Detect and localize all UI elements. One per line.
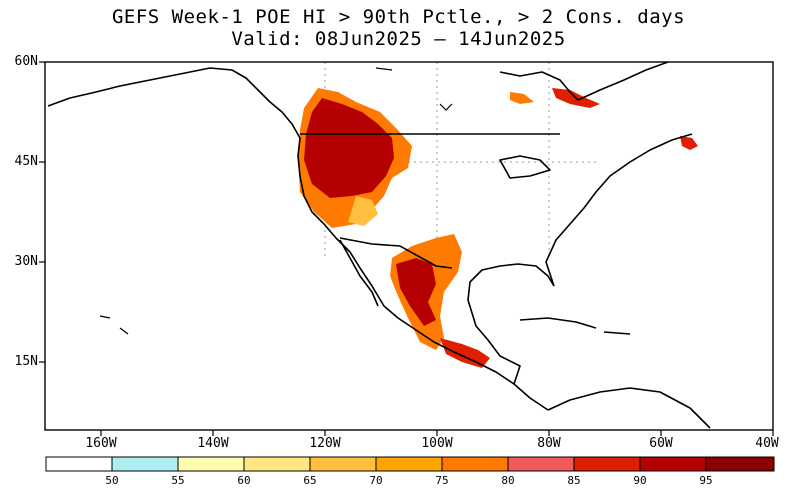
colorbar-label: 60 [237,474,251,487]
heat-region-mexico-south [440,338,490,368]
map-frame [44,61,774,431]
colorbar-label: 85 [567,474,581,487]
colorbar-label: 95 [699,474,713,487]
colorbar-swatch [177,456,245,472]
colorbar-swatch [441,456,509,472]
colorbar-label: 90 [633,474,647,487]
south-america-coast [547,387,711,429]
heat-region-northwest-core [304,98,394,198]
colorbar-swatch [573,456,641,472]
lon-label-120w: 120W [309,436,341,451]
map-title-line1: GEFS Week-1 POE HI > 90th Pctle., > 2 Co… [111,6,686,28]
heat-region-newfoundland [680,136,698,150]
lon-label-80w: 80W [537,436,561,451]
us-mexico-border [339,237,453,269]
small-islands [99,67,453,335]
axis-ticks [39,61,774,436]
map-title-line2: Valid: 08Jun2025 – 14Jun2025 [231,28,566,50]
east-coast [545,133,693,287]
lat-label-60n: 60N [14,54,38,69]
cuba [519,317,597,329]
colorbar-label: 55 [171,474,185,487]
colorbar [45,456,775,472]
heat-regions [298,88,698,368]
colorbar-swatch [705,456,775,472]
lon-label-40w: 40W [755,436,779,451]
lat-label-30n: 30N [14,254,38,269]
colorbar-label: 50 [105,474,119,487]
colorbar-label: 70 [369,474,383,487]
colorbar-swatch [375,456,443,472]
colorbar-swatch [45,456,113,472]
lon-label-140w: 140W [197,436,229,451]
heat-region-northwest-fringe [348,196,378,226]
baja-peninsula [339,239,379,307]
labrador-coast [577,62,669,101]
colorbar-swatch [243,456,311,472]
lon-label-160w: 160W [85,436,117,451]
pacific-coast [281,111,549,411]
lon-label-60w: 60W [649,436,673,451]
heat-region-texas-core [396,258,436,326]
hispaniola [603,331,631,335]
colorbar-label: 75 [435,474,449,487]
colorbar-swatch [507,456,575,472]
heat-region-hudson [510,92,534,104]
coastlines [47,62,711,429]
lon-label-100w: 100W [421,436,453,451]
colorbar-swatch [111,456,179,472]
lat-label-15n: 15N [14,354,38,369]
colorbar-label: 80 [501,474,515,487]
colorbar-swatch [639,456,707,472]
lat-label-45n: 45N [14,154,38,169]
alaska-coast [47,67,283,113]
colorbar-swatch [309,456,377,472]
gulf-coast [467,263,555,385]
great-lakes [499,155,551,179]
colorbar-label: 65 [303,474,317,487]
hudson-bay [499,71,579,101]
